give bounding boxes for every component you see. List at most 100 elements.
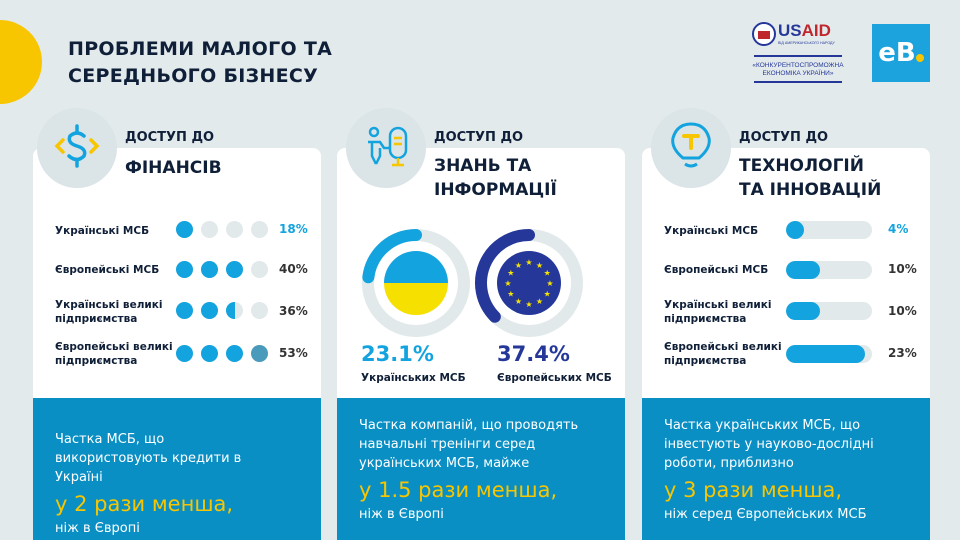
summary-box: Частка МСБ, що використовують кредити в … — [33, 398, 321, 540]
ukraine-label: Українських МСБ — [361, 372, 466, 384]
finance-panel: Українські МСБ Європейські МСБ Українськ… — [33, 148, 321, 540]
progress-dot — [251, 302, 268, 319]
usaid-seal-icon — [752, 22, 842, 83]
knowledge-kicker: ДОСТУП ДО — [434, 130, 524, 145]
progress-bar-fill — [786, 302, 821, 320]
row-value: 4% — [888, 222, 909, 236]
person-microphone-icon — [346, 108, 426, 188]
progress-dot — [251, 345, 268, 362]
technology-panel: Українські МСБ Європейські МСБ Українськ… — [642, 148, 930, 540]
technology-kicker: ДОСТУП ДО — [739, 130, 829, 145]
row-value: 18% — [279, 222, 308, 236]
progress-dot — [201, 345, 218, 362]
title-line-2: СЕРЕДНЬОГО БІЗНЕСУ — [68, 65, 319, 87]
progress-bar — [786, 345, 872, 363]
eu-label: Європейських МСБ — [497, 372, 612, 384]
page-title: ПРОБЛЕМИ МАЛОГО ТА СЕРЕДНЬОГО БІЗНЕСУ — [68, 36, 332, 90]
row-value: 23% — [888, 346, 917, 360]
summary-box: Частка компаній, що проводять навчальні … — [337, 398, 625, 540]
progress-bar-fill — [786, 221, 805, 239]
eu-star: ★ — [536, 261, 543, 270]
row-label: Європейські МСБ — [55, 264, 160, 276]
ukraine-value: 23.1% — [361, 342, 434, 366]
eb-logo-text: eB — [878, 38, 916, 68]
row-label: Європейські великі підприємства — [664, 341, 782, 367]
progress-bar — [786, 302, 872, 320]
eu-flag — [497, 251, 561, 315]
finance-heading: ФІНАНСІВ — [125, 158, 222, 178]
donut-arc — [362, 229, 422, 284]
summary-text: Частка українських МСБ, що інвестують у … — [664, 418, 874, 471]
summary-highlight: у 2 рази менша, — [55, 492, 234, 516]
summary-tail: ніж в Європі — [55, 521, 140, 536]
eb-logo: eB — [872, 24, 930, 82]
usaid-logo: USAID ВІД АМЕРИКАНСЬКОГО НАРОДУ «КОНКУРЕ… — [752, 22, 846, 84]
summary-box: Частка українських МСБ, що інвестують у … — [642, 398, 930, 540]
progress-bar-fill — [786, 345, 866, 363]
progress-dot — [226, 221, 243, 238]
eu-star: ★ — [507, 290, 514, 299]
row-value: 53% — [279, 346, 308, 360]
summary-text: Частка компаній, що проводять навчальні … — [359, 418, 579, 471]
progress-dot — [201, 221, 218, 238]
summary-tail: ніж в Європі — [359, 507, 444, 522]
row-value: 40% — [279, 262, 308, 276]
eu-star: ★ — [544, 269, 551, 278]
dollar-icon — [37, 108, 117, 188]
summary-highlight: у 1.5 рази менша, — [359, 478, 558, 502]
heading-line-2: ІНФОРМАЦІЇ — [434, 180, 557, 200]
donut-charts: ★ ★★★★★★★★★★★ — [362, 229, 583, 337]
row-value: 36% — [279, 304, 308, 318]
eu-star: ★ — [525, 300, 532, 309]
progress-dot — [226, 302, 243, 319]
usaid-project-line-2: ЕКОНОМІКА УКРАЇНИ» — [762, 70, 834, 77]
decorative-yellow-circle — [0, 20, 42, 104]
progress-bar — [786, 221, 872, 239]
progress-bar — [786, 261, 872, 279]
eu-star: ★ — [525, 258, 532, 267]
eu-star: ★ — [536, 297, 543, 306]
progress-dot — [251, 221, 268, 238]
summary-highlight: у 3 рази менша, — [664, 478, 843, 502]
progress-dot — [226, 261, 243, 278]
eu-star: ★ — [546, 279, 553, 288]
eu-star: ★ — [515, 297, 522, 306]
progress-dot — [201, 261, 218, 278]
ukraine-flag-top — [384, 251, 448, 283]
usaid-project-line-1: «КОНКУРЕНТОСПРОМОЖНА — [752, 62, 844, 69]
row-label: Українські великі підприємства — [664, 299, 772, 325]
eu-star: ★ — [507, 269, 514, 278]
progress-dot — [201, 302, 218, 319]
usaid-name: USAID — [778, 21, 831, 40]
eu-value: 37.4% — [497, 342, 570, 366]
title-line-1: ПРОБЛЕМИ МАЛОГО ТА — [68, 38, 333, 60]
progress-dot — [176, 221, 193, 238]
progress-bar-fill — [786, 261, 821, 279]
progress-dot — [176, 302, 193, 319]
row-label: Європейські МСБ — [664, 264, 769, 276]
heading-line-1: ТЕХНОЛОГІЙ — [739, 156, 864, 176]
row-label: Українські великі підприємства — [55, 299, 163, 325]
progress-dot — [226, 345, 243, 362]
donut-arc — [475, 229, 535, 323]
finance-kicker: ДОСТУП ДО — [125, 130, 215, 145]
summary-text: Частка МСБ, що використовують кредити в … — [55, 432, 242, 485]
eu-star: ★ — [544, 290, 551, 299]
eu-star: ★ — [515, 261, 522, 270]
progress-dot — [251, 261, 268, 278]
usaid-subtitle: ВІД АМЕРИКАНСЬКОГО НАРОДУ — [778, 41, 835, 45]
row-label: Українські МСБ — [55, 225, 150, 237]
row-value: 10% — [888, 262, 917, 276]
knowledge-heading: ЗНАНЬ ТА ІНФОРМАЦІЇ — [434, 154, 557, 202]
ukraine-flag-bottom — [384, 283, 448, 315]
progress-dot — [176, 345, 193, 362]
lightbulb-icon — [651, 108, 731, 188]
heading-line-1: ЗНАНЬ ТА — [434, 156, 532, 176]
progress-dot — [176, 261, 193, 278]
technology-heading: ТЕХНОЛОГІЙ ТА ІННОВАЦІЙ — [739, 154, 881, 202]
row-value: 10% — [888, 304, 917, 318]
eu-star: ★ — [504, 279, 511, 288]
row-label: Українські МСБ — [664, 225, 759, 237]
heading-line-2: ТА ІННОВАЦІЙ — [739, 180, 882, 200]
summary-tail: ніж серед Європейських МСБ — [664, 507, 867, 522]
